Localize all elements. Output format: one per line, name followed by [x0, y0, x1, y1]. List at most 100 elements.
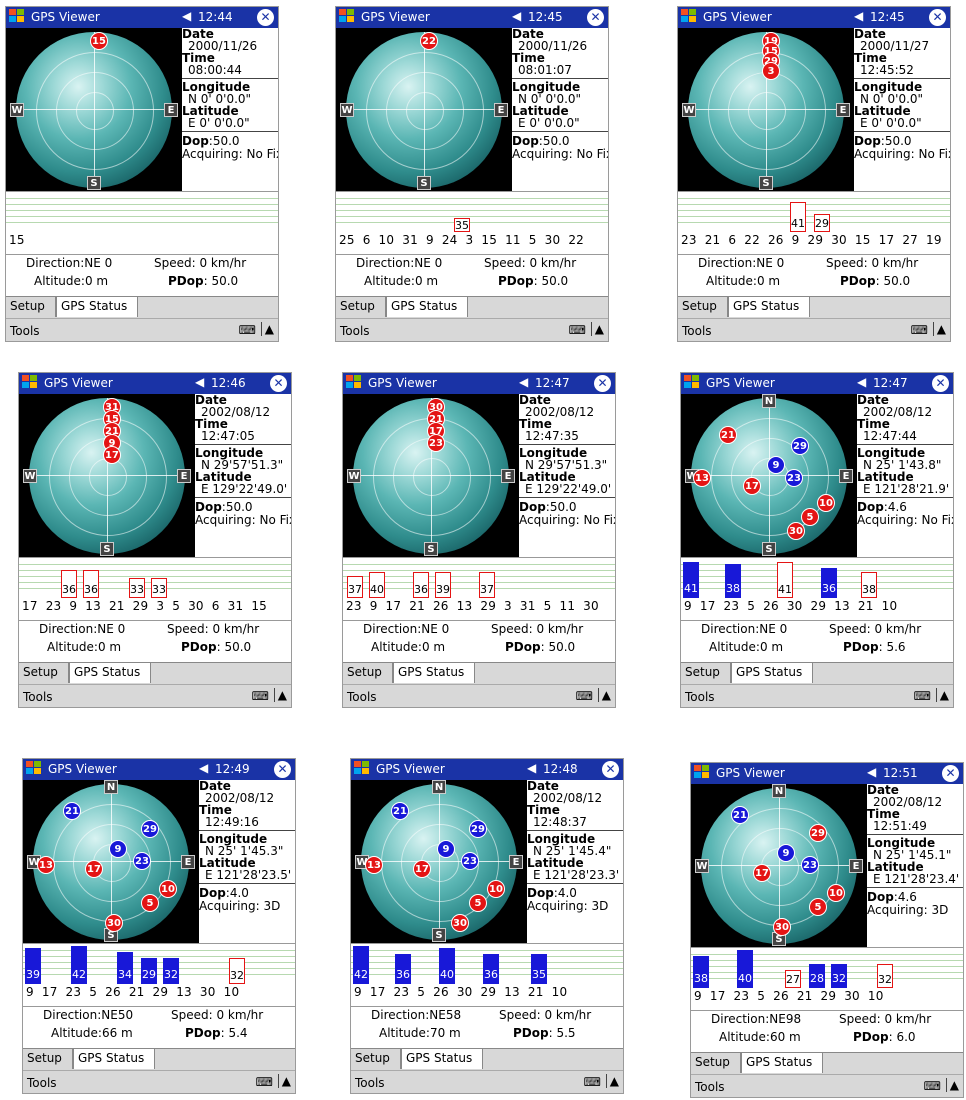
speaker-icon[interactable]: ◀︎ — [857, 375, 867, 389]
tab-gps-status[interactable]: GPS Status — [386, 297, 468, 317]
up-arrow-icon[interactable]: ▲ — [935, 688, 949, 702]
elevation-ring — [731, 438, 809, 516]
tools-menu[interactable]: Tools — [695, 1080, 725, 1094]
tools-menu[interactable]: Tools — [340, 324, 370, 338]
keyboard-icon[interactable]: ⌨ — [923, 1079, 941, 1093]
tab-gps-status[interactable]: GPS Status — [728, 297, 810, 317]
gridline — [678, 198, 950, 199]
tab-setup[interactable]: Setup — [336, 297, 386, 317]
altitude-row: Altitude:0 m — [706, 274, 780, 288]
keyboard-icon[interactable]: ⌨ — [575, 689, 593, 703]
tab-gps-status[interactable]: GPS Status — [731, 663, 813, 683]
windows-start-icon[interactable] — [9, 9, 27, 25]
clock[interactable]: 12:44 — [198, 10, 233, 24]
close-icon[interactable]: ✕ — [587, 9, 604, 26]
close-icon[interactable]: ✕ — [274, 761, 291, 778]
tools-menu[interactable]: Tools — [27, 1076, 57, 1090]
tab-setup[interactable]: Setup — [678, 297, 728, 317]
tools-menu[interactable]: Tools — [23, 690, 53, 704]
windows-start-icon[interactable] — [684, 375, 702, 391]
tab-setup[interactable]: Setup — [691, 1053, 741, 1073]
up-arrow-icon[interactable]: ▲ — [932, 322, 946, 336]
keyboard-icon[interactable]: ⌨ — [251, 689, 269, 703]
speaker-icon[interactable]: ◀︎ — [527, 761, 537, 775]
satellite-marker: 30 — [105, 914, 123, 932]
tab-setup[interactable]: Setup — [351, 1049, 401, 1069]
windows-start-icon[interactable] — [339, 9, 357, 25]
acquiring-status: Acquiring: No Fix — [854, 147, 951, 161]
up-arrow-icon[interactable]: ▲ — [605, 1074, 619, 1088]
tab-gps-status[interactable]: GPS Status — [56, 297, 138, 317]
speaker-icon[interactable]: ◀︎ — [182, 9, 192, 23]
close-icon[interactable]: ✕ — [257, 9, 274, 26]
clock[interactable]: 12:51 — [883, 766, 918, 780]
divider — [527, 830, 623, 831]
speaker-icon[interactable]: ◀︎ — [195, 375, 205, 389]
speaker-icon[interactable]: ◀︎ — [854, 9, 864, 23]
info-panel: Date 2000/11/26 Time 08:00:44 Longitude N 0' … — [182, 27, 278, 191]
windows-start-icon[interactable] — [22, 375, 40, 391]
up-arrow-icon[interactable]: ▲ — [590, 322, 604, 336]
direction-row: Direction:NE 0 — [356, 256, 442, 270]
altitude-row: Altitude:0 m — [34, 274, 108, 288]
tab-gps-status[interactable]: GPS Status — [69, 663, 151, 683]
tools-menu[interactable]: Tools — [685, 690, 715, 704]
direction-row: Direction:NE 0 — [701, 622, 787, 636]
clock[interactable]: 12:49 — [215, 762, 250, 776]
tab-gps-status[interactable]: GPS Status — [73, 1049, 155, 1069]
up-arrow-icon[interactable]: ▲ — [277, 1074, 291, 1088]
date-label: Date — [182, 27, 214, 41]
satellite-marker: 29 — [809, 824, 827, 842]
close-icon[interactable]: ✕ — [929, 9, 946, 26]
tab-gps-status[interactable]: GPS Status — [393, 663, 475, 683]
windows-start-icon[interactable] — [694, 765, 712, 781]
windows-start-icon[interactable] — [354, 761, 372, 777]
keyboard-icon[interactable]: ⌨ — [568, 323, 586, 337]
close-icon[interactable]: ✕ — [602, 761, 619, 778]
tab-setup[interactable]: Setup — [23, 1049, 73, 1069]
windows-start-icon[interactable] — [346, 375, 364, 391]
keyboard-icon[interactable]: ⌨ — [583, 1075, 601, 1089]
tab-gps-status[interactable]: GPS Status — [401, 1049, 483, 1069]
close-icon[interactable]: ✕ — [932, 375, 949, 392]
tools-menu[interactable]: Tools — [682, 324, 712, 338]
tools-menu[interactable]: Tools — [355, 1076, 385, 1090]
close-icon[interactable]: ✕ — [594, 375, 611, 392]
keyboard-icon[interactable]: ⌨ — [238, 323, 256, 337]
keyboard-icon[interactable]: ⌨ — [255, 1075, 273, 1089]
tab-gps-status[interactable]: GPS Status — [741, 1053, 823, 1073]
up-arrow-icon[interactable]: ▲ — [273, 688, 287, 702]
clock[interactable]: 12:48 — [543, 762, 578, 776]
date-value: 2002/08/12 — [525, 405, 595, 419]
speaker-icon[interactable]: ◀︎ — [512, 9, 522, 23]
speaker-icon[interactable]: ◀︎ — [519, 375, 529, 389]
up-arrow-icon[interactable]: ▲ — [260, 322, 274, 336]
tab-setup[interactable]: Setup — [6, 297, 56, 317]
dop-label: Dop — [854, 134, 881, 148]
clock[interactable]: 12:45 — [870, 10, 905, 24]
windows-start-icon[interactable] — [26, 761, 44, 777]
tools-menu[interactable]: Tools — [10, 324, 40, 338]
clock[interactable]: 12:46 — [211, 376, 246, 390]
clock[interactable]: 12:47 — [535, 376, 570, 390]
tab-setup[interactable]: Setup — [343, 663, 393, 683]
signal-bar: 38 — [725, 564, 741, 598]
keyboard-icon[interactable]: ⌨ — [913, 689, 931, 703]
windows-start-icon[interactable] — [681, 9, 699, 25]
speaker-icon[interactable]: ◀︎ — [867, 765, 877, 779]
tab-setup[interactable]: Setup — [19, 663, 69, 683]
up-arrow-icon[interactable]: ▲ — [597, 688, 611, 702]
keyboard-icon[interactable]: ⌨ — [910, 323, 928, 337]
up-arrow-icon[interactable]: ▲ — [945, 1078, 959, 1092]
speaker-icon[interactable]: ◀︎ — [199, 761, 209, 775]
acquiring-status: Acquiring: 3D — [867, 903, 949, 917]
satellite-marker: 13 — [693, 469, 711, 487]
satellite-marker: 23 — [461, 852, 479, 870]
signal-bar: 41 — [683, 562, 699, 598]
tools-menu[interactable]: Tools — [347, 690, 377, 704]
close-icon[interactable]: ✕ — [942, 765, 959, 782]
close-icon[interactable]: ✕ — [270, 375, 287, 392]
tab-setup[interactable]: Setup — [681, 663, 731, 683]
clock[interactable]: 12:47 — [873, 376, 908, 390]
clock[interactable]: 12:45 — [528, 10, 563, 24]
